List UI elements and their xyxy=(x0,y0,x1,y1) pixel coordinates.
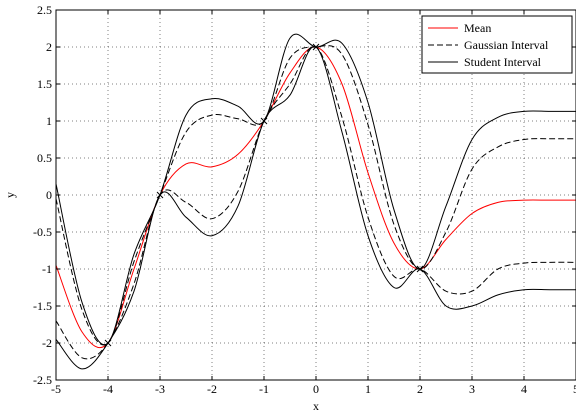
y-tick-label: -1.5 xyxy=(33,299,52,313)
observation-markers xyxy=(104,43,424,347)
y-tick-label: 1 xyxy=(46,114,52,128)
y-tick-label: 0.5 xyxy=(37,151,52,165)
y-axis-label: y xyxy=(3,192,17,198)
y-tick-label: 1.5 xyxy=(37,77,52,91)
x-tick-label: 1 xyxy=(365,382,371,396)
x-tick-label: 3 xyxy=(469,382,475,396)
observation-point xyxy=(260,117,268,125)
x-tick-label: 2 xyxy=(417,382,423,396)
y-tick-label: 2.5 xyxy=(37,3,52,17)
y-tick-label: -0.5 xyxy=(33,225,52,239)
x-tick-label: 5 xyxy=(573,382,576,396)
legend-label: Student Interval xyxy=(464,55,542,69)
legend: Mean Gaussian Interval Student Interval xyxy=(421,15,573,74)
observation-point xyxy=(312,43,320,51)
x-tick-label: -1 xyxy=(259,382,269,396)
x-tick-label: -4 xyxy=(103,382,113,396)
series-line-student-interval xyxy=(56,33,576,346)
axis-ticks: -5 -4 -3 -2 -1 0 1 2 3 4 5 -2.5 -2 -1.5 -1 -0.5 0 0.5 1 1.5… xyxy=(33,3,576,396)
legend-label: Gaussian Interval xyxy=(464,38,549,52)
y-tick-label: -2 xyxy=(42,336,52,350)
x-tick-label: -2 xyxy=(207,382,217,396)
x-tick-label: -5 xyxy=(51,382,61,396)
observation-point xyxy=(416,265,424,273)
y-tick-label: -1 xyxy=(42,262,52,276)
x-tick-label: 4 xyxy=(521,382,527,396)
x-axis-label: x xyxy=(313,399,319,413)
x-tick-label: 0 xyxy=(313,382,319,396)
y-tick-label: 0 xyxy=(46,188,52,202)
observation-point xyxy=(156,191,164,199)
x-tick-label: -3 xyxy=(155,382,165,396)
y-tick-label: -2.5 xyxy=(33,373,52,387)
legend-label: Mean xyxy=(464,21,491,35)
y-tick-label: 2 xyxy=(46,40,52,54)
observation-point xyxy=(104,339,112,347)
